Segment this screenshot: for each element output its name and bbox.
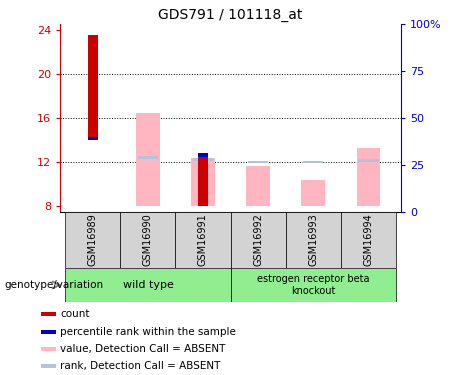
Bar: [191, 158, 214, 206]
Bar: [41, 364, 56, 368]
Bar: [41, 312, 56, 316]
Bar: [193, 158, 213, 161]
Text: percentile rank within the sample: percentile rank within the sample: [60, 327, 236, 337]
Bar: [341, 212, 396, 268]
Bar: [88, 35, 98, 140]
Text: GSM16990: GSM16990: [143, 214, 153, 266]
Bar: [176, 212, 230, 268]
Text: GSM16994: GSM16994: [363, 214, 373, 266]
Bar: [230, 268, 396, 302]
Bar: [248, 160, 268, 163]
Text: genotype/variation: genotype/variation: [5, 280, 104, 290]
Text: wild type: wild type: [123, 280, 173, 290]
Bar: [198, 153, 208, 157]
Bar: [230, 212, 285, 268]
Title: GDS791 / 101118_at: GDS791 / 101118_at: [158, 8, 303, 22]
Text: GSM16993: GSM16993: [308, 214, 318, 266]
Bar: [120, 212, 176, 268]
Text: rank, Detection Call = ABSENT: rank, Detection Call = ABSENT: [60, 362, 220, 371]
Bar: [137, 156, 159, 159]
Bar: [136, 112, 160, 206]
Text: count: count: [60, 309, 89, 319]
Bar: [198, 157, 208, 206]
Text: estrogen receptor beta
knockout: estrogen receptor beta knockout: [257, 274, 369, 296]
Text: GSM16989: GSM16989: [88, 214, 98, 266]
Bar: [356, 148, 379, 206]
Text: GSM16991: GSM16991: [198, 214, 208, 266]
Bar: [65, 268, 230, 302]
Text: GSM16992: GSM16992: [253, 214, 263, 266]
Bar: [285, 212, 341, 268]
Bar: [302, 161, 324, 164]
Text: value, Detection Call = ABSENT: value, Detection Call = ABSENT: [60, 344, 225, 354]
Bar: [88, 137, 98, 140]
Bar: [247, 165, 270, 206]
Bar: [358, 159, 378, 162]
Bar: [301, 180, 325, 206]
Bar: [41, 347, 56, 351]
Bar: [65, 212, 120, 268]
Bar: [41, 330, 56, 334]
